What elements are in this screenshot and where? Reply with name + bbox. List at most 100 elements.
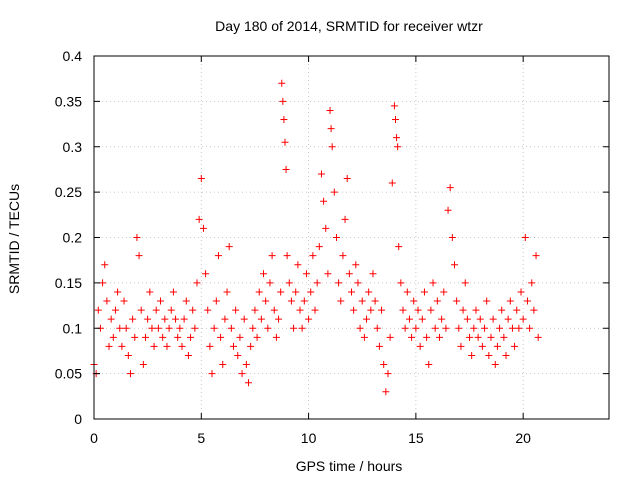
data-point: [466, 333, 474, 341]
x-tick-label: 20: [515, 430, 531, 446]
data-point: [309, 252, 317, 260]
data-point: [506, 297, 514, 305]
data-point: [278, 79, 286, 87]
data-point: [99, 279, 107, 287]
data-point: [315, 243, 323, 251]
data-point: [193, 279, 201, 287]
data-point: [485, 351, 493, 359]
data-point: [320, 197, 328, 205]
data-point: [131, 333, 139, 341]
data-point: [327, 125, 335, 133]
data-point: [159, 333, 167, 341]
data-point: [167, 306, 175, 314]
data-point: [236, 333, 244, 341]
data-point: [483, 297, 491, 305]
data-point: [217, 333, 225, 341]
y-tick-label: 0.35: [55, 93, 82, 109]
data-point: [234, 351, 242, 359]
data-point: [180, 315, 188, 323]
data-point: [356, 324, 364, 332]
data-point: [317, 170, 325, 178]
data-point: [137, 306, 145, 314]
data-point: [348, 288, 355, 296]
data-point: [292, 288, 300, 296]
data-point: [229, 342, 237, 350]
data-point: [322, 224, 330, 232]
data-point: [472, 306, 480, 314]
data-point: [457, 342, 465, 350]
data-point: [208, 370, 216, 378]
data-point: [429, 279, 437, 287]
y-tick-label: 0: [74, 411, 82, 427]
data-point: [268, 252, 276, 260]
data-point: [133, 234, 141, 241]
data-point: [350, 306, 358, 314]
data-point: [204, 306, 212, 314]
data-point: [453, 297, 461, 305]
x-axis-title: GPS time / hours: [296, 458, 403, 474]
data-point: [313, 279, 321, 287]
data-point: [174, 333, 182, 341]
data-point: [294, 261, 302, 269]
plot-frame: [93, 55, 610, 420]
data-point: [150, 342, 158, 350]
data-point: [296, 306, 304, 314]
data-point: [468, 351, 476, 359]
data-point: [500, 333, 508, 341]
x-tick-label: 10: [301, 430, 317, 446]
data-point: [382, 388, 390, 396]
data-point: [423, 333, 431, 341]
data-point: [435, 333, 443, 341]
data-point: [365, 288, 373, 296]
data-point: [459, 306, 467, 314]
data-point: [515, 324, 523, 332]
data-point: [371, 297, 379, 305]
data-point: [249, 324, 257, 332]
data-point: [118, 342, 126, 350]
data-point: [191, 324, 199, 332]
data-point: [504, 315, 512, 323]
data-point: [210, 324, 218, 332]
data-point: [386, 333, 394, 341]
data-point: [491, 361, 499, 369]
data-point: [508, 324, 516, 332]
data-point: [328, 143, 336, 151]
data-point: [427, 306, 435, 314]
data-point: [148, 324, 156, 332]
data-point: [187, 333, 195, 341]
data-point: [105, 342, 113, 350]
data-point: [489, 315, 497, 323]
data-point: [221, 315, 229, 323]
data-point: [399, 306, 407, 314]
data-point: [534, 333, 542, 341]
data-point: [262, 297, 270, 305]
x-tick-label: 0: [90, 430, 98, 446]
data-point: [476, 315, 484, 323]
data-point: [282, 165, 290, 173]
data-point: [154, 324, 162, 332]
data-point: [498, 306, 506, 314]
data-point: [285, 279, 293, 287]
data-point: [438, 315, 446, 323]
grid-layer: [94, 56, 609, 419]
data-point: [324, 270, 332, 278]
data-point: [521, 234, 529, 241]
data-point: [528, 279, 536, 287]
data-point: [530, 306, 538, 314]
data-point: [135, 252, 143, 260]
data-point: [513, 306, 521, 314]
data-point: [114, 288, 122, 296]
data-point: [279, 97, 287, 105]
data-point: [337, 297, 345, 305]
y-tick-label: 0.25: [55, 184, 82, 200]
data-point: [178, 342, 186, 350]
data-point: [163, 342, 171, 350]
data-point: [223, 288, 231, 296]
data-point: [311, 306, 319, 314]
data-point: [300, 297, 308, 305]
data-point: [206, 342, 214, 350]
data-point: [511, 342, 519, 350]
data-point: [103, 297, 111, 305]
data-point: [405, 315, 413, 323]
data-point: [412, 324, 420, 332]
